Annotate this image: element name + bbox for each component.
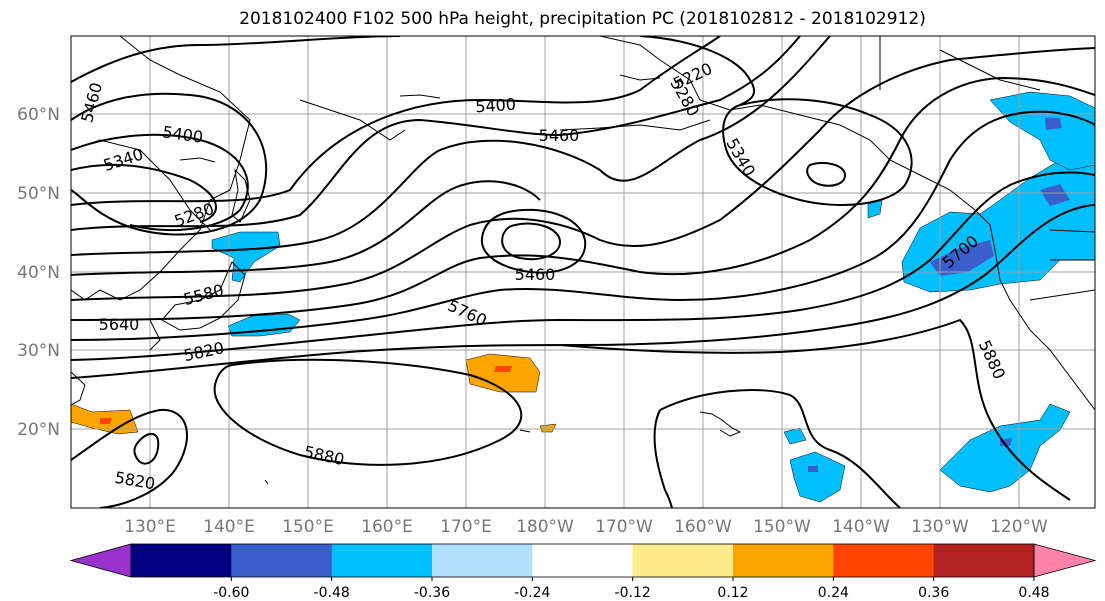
lon-label: 140°W (832, 517, 890, 537)
lat-label: 50°N (17, 184, 60, 204)
lon-label: 120°W (990, 517, 1048, 537)
colorbar: -0.60 -0.48 -0.36 -0.24 -0.12 0.12 0.24 0.36 0.4… (69, 543, 1097, 601)
lon-label: 130°E (124, 517, 176, 537)
colorbar-segment (833, 544, 935, 577)
colorbar-segment (131, 544, 232, 577)
colorbar-tick-label: 0.36 (918, 585, 949, 601)
lon-label: 150°W (753, 517, 811, 537)
colorbar-tick-label: 0.12 (717, 585, 748, 601)
lon-label: 170°W (595, 517, 653, 537)
colorbar-extend-right (1033, 543, 1097, 578)
graticule (71, 36, 1095, 508)
colorbar-tick-label: -0.12 (615, 585, 651, 601)
colorbar-segment (331, 544, 433, 577)
contour-label: 5460 (539, 126, 580, 145)
coastlines (71, 36, 1095, 485)
map-title: 2018102400 F102 500 hPa height, precipit… (239, 9, 926, 29)
lon-label: 160°W (674, 517, 732, 537)
contour-label: 5460 (515, 265, 556, 284)
colorbar-segment (733, 544, 834, 577)
lat-label: 40°N (17, 263, 60, 283)
colorbar-extend-left (69, 543, 132, 578)
colorbar-tick-label: 0.48 (1018, 585, 1049, 601)
colorbar-segment (933, 544, 1035, 577)
height-contours (71, 36, 1095, 508)
lon-label: 140°E (203, 517, 255, 537)
colorbar-segment (632, 544, 734, 577)
contour-label: 5640 (99, 315, 140, 334)
latitude-labels: 60°N 50°N 40°N 30°N 20°N (17, 105, 60, 440)
lon-label: 130°W (911, 517, 969, 537)
lon-label: 180°W (516, 517, 574, 537)
colorbar-segment (432, 544, 533, 577)
colorbar-outline (130, 543, 1035, 578)
lon-label: 170°E (440, 517, 492, 537)
colorbar-segment (231, 544, 333, 577)
lon-label: 150°E (282, 517, 334, 537)
lon-label: 160°E (361, 517, 413, 537)
colorbar-tick-label: -0.36 (414, 585, 450, 601)
colorbar-tick-label: -0.24 (514, 585, 550, 601)
lat-label: 30°N (17, 341, 60, 361)
colorbar-tick-label: 0.24 (818, 585, 849, 601)
colorbar-segment (532, 544, 634, 577)
map-frame (70, 35, 1096, 509)
colorbar-tick-label: -0.48 (314, 585, 350, 601)
lat-label: 20°N (17, 420, 60, 440)
contour-label: 5400 (475, 95, 517, 117)
colorbar-tick-label: -0.60 (213, 585, 249, 601)
lat-label: 60°N (17, 105, 60, 125)
longitude-labels: 130°E 140°E 150°E 160°E 170°E 180°W 170°… (124, 517, 1048, 537)
